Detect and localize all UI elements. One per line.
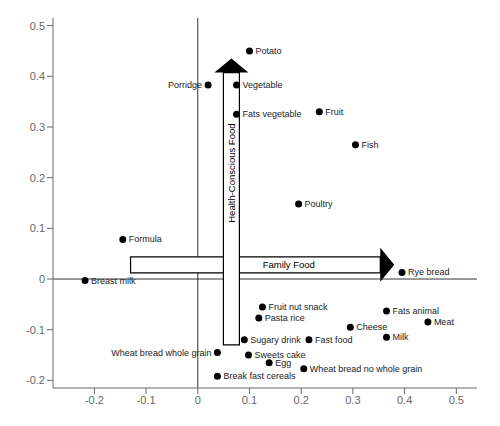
svg-text:0: 0 [39,273,45,285]
svg-text:0.5: 0.5 [449,394,464,406]
svg-text:Fish: Fish [361,140,378,150]
svg-text:0: 0 [195,394,201,406]
svg-text:0.1: 0.1 [30,222,45,234]
svg-text:Breast milk: Breast milk [91,276,136,286]
svg-text:-0.2: -0.2 [85,394,104,406]
svg-text:0.2: 0.2 [30,172,45,184]
svg-text:Break fast cereals: Break fast cereals [223,371,296,381]
svg-text:Vegetable: Vegetable [243,80,283,90]
svg-text:Milk: Milk [393,332,409,342]
svg-text:Family Food: Family Food [263,259,315,270]
svg-text:-0.2: -0.2 [26,374,45,386]
svg-text:Formula: Formula [129,234,162,244]
svg-text:-0.1: -0.1 [26,324,45,336]
svg-text:Potato: Potato [255,46,281,56]
svg-text:Rye bread: Rye bread [408,267,450,277]
svg-text:Wheat bread whole grain: Wheat bread whole grain [111,348,211,358]
svg-text:Egg: Egg [275,358,291,368]
svg-text:Wheat bread no whole grain: Wheat bread no whole grain [310,364,423,374]
svg-text:Meat: Meat [434,317,455,327]
svg-text:0.3: 0.3 [345,394,360,406]
svg-text:Fruit nut snack: Fruit nut snack [268,302,328,312]
svg-text:-0.1: -0.1 [137,394,156,406]
svg-text:0.2: 0.2 [294,394,309,406]
svg-text:0.4: 0.4 [30,70,45,82]
svg-text:Fast food: Fast food [315,335,353,345]
svg-text:0.1: 0.1 [242,394,257,406]
svg-text:Health-Conscious Food: Health-Conscious Food [226,123,237,222]
svg-text:Fats animal: Fats animal [393,306,440,316]
svg-text:Fruit: Fruit [325,107,343,117]
svg-text:Sugary drink: Sugary drink [250,335,301,345]
svg-text:0.4: 0.4 [397,394,412,406]
svg-text:Fats vegetable: Fats vegetable [243,109,302,119]
svg-text:Porridge: Porridge [168,80,202,90]
svg-text:Pasta rice: Pasta rice [265,313,305,323]
svg-text:Poultry: Poultry [305,199,334,209]
svg-text:Cheese: Cheese [356,322,387,332]
svg-text:Sweets cake: Sweets cake [254,350,306,361]
svg-text:0.3: 0.3 [30,121,45,133]
svg-text:0.5: 0.5 [30,20,45,32]
